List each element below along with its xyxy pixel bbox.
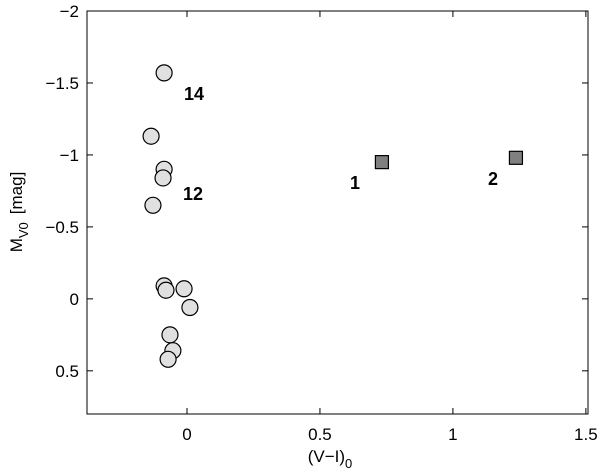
y-label-main: M <box>7 238 26 252</box>
annotation: 14 <box>184 84 204 104</box>
circle-point <box>181 298 199 317</box>
x-label-sub: 0 <box>345 456 352 470</box>
annotation: 2 <box>488 169 498 189</box>
circle-point <box>175 280 193 298</box>
circle-point <box>142 127 160 145</box>
annotation: 12 <box>183 184 203 204</box>
y-tick-label: 0 <box>70 290 79 309</box>
y-label-sub: V0 <box>16 222 31 238</box>
y-tick-label: −1 <box>60 146 79 165</box>
y-tick-label: −2 <box>60 2 79 21</box>
circle-point <box>161 326 179 344</box>
circle-point <box>157 281 175 299</box>
x-axis-label: (V−I)0 <box>308 447 353 470</box>
circle-point <box>154 169 172 187</box>
x-tick-label: 1 <box>448 425 457 444</box>
square-point <box>374 155 390 170</box>
circle-point <box>155 64 173 82</box>
plot-frame <box>86 10 589 415</box>
x-tick-label: 0 <box>182 425 191 444</box>
circle-point <box>159 350 177 368</box>
x-label-main: (V−I) <box>308 447 345 466</box>
y-axis-label: MV0 [mag] <box>7 172 31 253</box>
annotation: 1 <box>350 173 360 193</box>
y-tick-label: 0.5 <box>55 362 79 381</box>
y-label-unit: [mag] <box>7 172 26 215</box>
square-point <box>508 150 524 165</box>
y-tick-label: −1.5 <box>45 74 79 93</box>
x-tick-label: 0.5 <box>308 425 332 444</box>
y-tick-label: −0.5 <box>45 218 79 237</box>
x-tick-label: 1.5 <box>574 425 598 444</box>
circle-point <box>144 196 162 214</box>
